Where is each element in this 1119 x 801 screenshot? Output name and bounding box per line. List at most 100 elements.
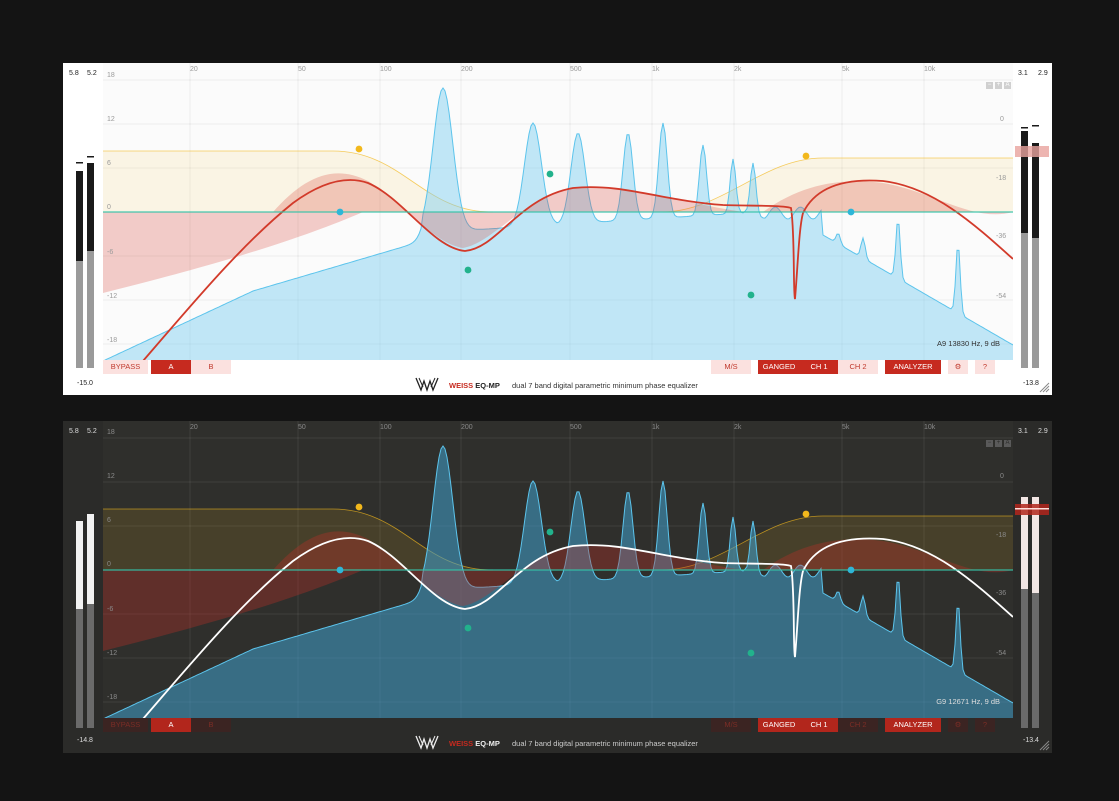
brand-product: EQ-MP: [475, 381, 500, 390]
maximize-button[interactable]: +: [995, 440, 1002, 447]
freq-tick-10k: 10k: [924, 66, 936, 73]
db-tick-6: 6: [107, 160, 111, 167]
freq-tick-200: 200: [461, 424, 473, 431]
resize-grip-icon[interactable]: [1038, 739, 1050, 751]
freq-tick-500: 500: [570, 66, 582, 73]
db-tick-minus-6: -6: [107, 249, 114, 256]
resize-grip-icon[interactable]: [1038, 381, 1050, 393]
right-level-meter: [1015, 497, 1049, 728]
right-meter-level: -13.4: [1023, 737, 1039, 744]
ch2-button[interactable]: CH 2: [838, 718, 878, 732]
band-node: [464, 624, 472, 632]
left-meter-peak-l: 5.8: [69, 428, 79, 435]
db-tick-minus-12: -12: [107, 293, 118, 300]
analyzer-tick-18: -18: [996, 532, 1007, 539]
freq-tick-500: 500: [570, 424, 582, 431]
settings-button[interactable]: ⚙: [948, 360, 968, 374]
gear-icon: ⚙: [954, 362, 962, 371]
low-shelf-curve: [103, 150, 494, 213]
ch1-button[interactable]: CH 1: [800, 360, 838, 374]
eq-response-curve: [142, 537, 1013, 719]
settings-button[interactable]: ⚙: [948, 718, 968, 732]
cut-region-fill: [103, 212, 363, 293]
eq-graph[interactable]: [103, 421, 1013, 719]
band-node: [847, 566, 855, 574]
bypass-button[interactable]: BYPASS: [103, 360, 148, 374]
freq-tick-2k: 2k: [734, 424, 742, 431]
analyzer-tick-18: -18: [996, 175, 1007, 182]
ms-button[interactable]: M/S: [711, 718, 751, 732]
db-tick-minus-18: -18: [107, 694, 118, 701]
freq-tick-2k: 2k: [734, 66, 742, 73]
analyzer-button[interactable]: ANALYZER: [885, 718, 941, 732]
freq-tick-100: 100: [380, 66, 392, 73]
gear-icon: ⚙: [954, 720, 962, 729]
right-meter-peak-r: 2.9: [1038, 70, 1048, 77]
ganged-button[interactable]: GANGED: [758, 718, 800, 732]
db-tick-minus-6: -6: [107, 606, 114, 613]
node-readout: A9 13830 Hz, 9 dB: [937, 339, 1000, 348]
analyzer-tick-0: 0: [1000, 116, 1004, 123]
analyzer-tick-54: -54: [996, 293, 1007, 300]
help-icon: ?: [982, 362, 988, 371]
preset-b-button[interactable]: B: [191, 718, 231, 732]
minimize-button[interactable]: −: [986, 82, 993, 89]
brand-name: WEISS EQ-MP: [449, 381, 500, 390]
analyzer-button[interactable]: ANALYZER: [885, 360, 941, 374]
window-controls: − + A: [984, 431, 1011, 449]
db-tick-18: 18: [107, 72, 115, 79]
preset-b-button[interactable]: B: [191, 360, 231, 374]
db-tick-18: 18: [107, 429, 115, 436]
db-tick-0: 0: [107, 204, 111, 211]
band-node: [355, 145, 363, 153]
spectrum-fill: [103, 446, 1013, 719]
minimize-button[interactable]: −: [986, 440, 993, 447]
freq-tick-200: 200: [461, 66, 473, 73]
product-description: dual 7 band digital parametric minimum p…: [512, 739, 698, 748]
cut-region-fill: [103, 570, 363, 651]
bypass-button[interactable]: BYPASS: [103, 718, 148, 732]
help-button[interactable]: ?: [975, 718, 995, 732]
freq-tick-50: 50: [298, 424, 306, 431]
band-node: [747, 291, 755, 299]
preset-a-button[interactable]: A: [151, 360, 191, 374]
auto-button[interactable]: A: [1004, 440, 1011, 447]
brand-product: EQ-MP: [475, 739, 500, 748]
band-node: [802, 152, 810, 160]
maximize-button[interactable]: +: [995, 82, 1002, 89]
spectrum-line: [103, 445, 1013, 719]
low-shelf-curve: [103, 508, 494, 571]
brand-name: WEISS EQ-MP: [449, 739, 500, 748]
control-bar: BYPASS A B M/S GANGED CH 1 CH 2 ANALYZER…: [103, 718, 1013, 735]
right-meter-peak-r: 2.9: [1038, 428, 1048, 435]
db-tick-6: 6: [107, 517, 111, 524]
high-shelf-curve: [662, 515, 1013, 571]
freq-tick-10k: 10k: [924, 424, 936, 431]
analyzer-tick-36: -36: [996, 590, 1007, 597]
right-meter-level: -13.8: [1023, 380, 1039, 387]
band-node: [546, 528, 554, 536]
db-tick-0: 0: [107, 561, 111, 568]
eq-graph[interactable]: [103, 63, 1013, 361]
eq-panel-dark: 5.8 5.2 3.1 2.9 -14.8 -13.4 18 12 6 0 -6…: [63, 421, 1052, 753]
help-button[interactable]: ?: [975, 360, 995, 374]
band-node: [336, 208, 344, 216]
band-node: [546, 170, 554, 178]
db-tick-minus-12: -12: [107, 650, 118, 657]
right-level-meter: [1015, 125, 1049, 368]
ganged-button[interactable]: GANGED: [758, 360, 800, 374]
ms-button[interactable]: M/S: [711, 360, 751, 374]
freq-tick-50: 50: [298, 66, 306, 73]
left-level-meter: [76, 156, 94, 368]
ch1-button[interactable]: CH 1: [800, 718, 838, 732]
freq-tick-1k: 1k: [652, 66, 660, 73]
left-level-meter: [76, 514, 94, 728]
auto-button[interactable]: A: [1004, 82, 1011, 89]
eq-response-curve: [142, 179, 1013, 361]
ch2-button[interactable]: CH 2: [838, 360, 878, 374]
band-node: [464, 266, 472, 274]
right-meter-peak-l: 3.1: [1018, 428, 1028, 435]
node-readout: G9 12671 Hz, 9 dB: [936, 697, 1000, 706]
left-meter-peak-l: 5.8: [69, 70, 79, 77]
preset-a-button[interactable]: A: [151, 718, 191, 732]
